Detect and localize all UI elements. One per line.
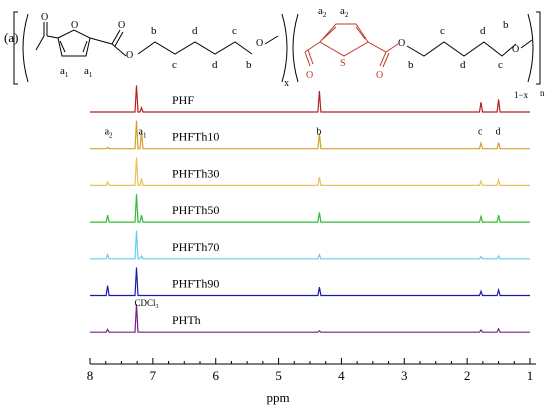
spectrum-phfth90: PHFTh90 — [90, 267, 530, 297]
ester-carbonyl-double — [111, 29, 121, 45]
chain-letters-right: b c d d c b — [408, 19, 509, 71]
furan-ring-o: O — [71, 20, 78, 31]
svg-text:c: c — [440, 25, 445, 37]
ether-o-left-bond — [264, 35, 279, 45]
x-axis-label: ppm — [266, 390, 289, 405]
spectrum-phfth70: PHFTh70 — [90, 230, 530, 260]
series-label: PHFTh70 — [172, 240, 219, 254]
thiophene-unit — [292, 13, 399, 83]
furan-carbonyl-bond — [35, 35, 45, 51]
spectrum-line — [90, 157, 530, 186]
series-label: PHFTh50 — [172, 203, 219, 217]
spectrum-line — [90, 85, 530, 113]
ether-o-right: O — [512, 44, 519, 55]
peak-label: a1 — [139, 127, 147, 140]
x-tick-label: 4 — [338, 368, 345, 383]
peak-label: a2 — [105, 127, 113, 140]
right-paren-furan — [281, 13, 288, 83]
spectrum-line — [90, 267, 530, 297]
x-tick-label: 3 — [401, 368, 408, 383]
subscript-1-minus-x: 1−x — [514, 90, 529, 100]
furan-ring — [57, 29, 91, 57]
ester-o-right: O — [398, 38, 405, 49]
chain-letters-left: b c d d c b — [151, 25, 252, 71]
spectrum-phth: PHTh — [90, 304, 530, 333]
chemical-structure: (a) O O a1 a1 O O b — [4, 5, 545, 100]
ester-bond — [89, 37, 113, 45]
hexyl-chain-left — [137, 41, 253, 55]
series-label: PHFTh30 — [172, 166, 219, 180]
svg-text:d: d — [192, 25, 198, 37]
ester-o-bond — [111, 43, 127, 57]
spectrum-line — [90, 230, 530, 260]
thio-carbonyl-o-left: O — [306, 70, 313, 81]
furan-ring-double-1 — [59, 40, 66, 53]
svg-text:d: d — [212, 59, 218, 71]
furan-ring-double-2 — [82, 40, 88, 53]
x-axis: 8 7 6 5 4 3 2 1 — [87, 358, 536, 383]
subscript-x: x — [284, 78, 289, 89]
right-paren-thiophene — [527, 13, 534, 83]
nmr-spectra-plot: PHF PHFTh10 a2 a1 b c d PHFTh30 PHFTh50 PHFTh70 PH… — [90, 85, 530, 333]
svg-text:c: c — [232, 25, 237, 37]
x-tick-label: 1 — [527, 368, 534, 383]
left-square-bracket — [13, 11, 18, 85]
svg-text:c: c — [172, 59, 177, 71]
x-tick-label: 5 — [275, 368, 282, 383]
svg-text:b: b — [246, 59, 252, 71]
series-label: PHF — [172, 93, 194, 107]
panel-label: (a) — [4, 30, 18, 45]
x-tick-label: 7 — [150, 368, 157, 383]
ester-carbonyl-double-2 — [114, 31, 124, 47]
series-label: PHTh — [172, 313, 201, 327]
series-label: PHFTh10 — [172, 130, 219, 144]
spectrum-phf: PHF — [90, 85, 530, 113]
ether-o-left: O — [256, 38, 263, 49]
peak-label: c — [478, 127, 483, 138]
spectrum-phfth10: PHFTh10 a2 a1 b c d — [90, 120, 530, 150]
svg-text:b: b — [503, 19, 509, 31]
svg-text:b: b — [408, 59, 414, 71]
subscript-n: n — [540, 88, 545, 98]
x-tick-label: 8 — [87, 368, 94, 383]
right-square-bracket — [536, 11, 541, 85]
series-label: PHFTh90 — [172, 277, 219, 291]
thio-carbonyl-o-right: O — [376, 70, 383, 81]
label-a1-left: a1 — [60, 65, 69, 79]
ester-carbonyl-o: O — [118, 20, 125, 31]
svg-text:c: c — [498, 59, 503, 71]
svg-text:d: d — [480, 25, 486, 37]
spectrum-phfth30: PHFTh30 — [90, 157, 530, 186]
furan-link-left — [46, 35, 59, 39]
thio-s-atom: S — [340, 58, 346, 69]
peak-label: d — [496, 127, 501, 138]
spectrum-line — [90, 304, 530, 333]
spectrum-line — [90, 194, 530, 223]
spectrum-line — [90, 120, 530, 150]
label-a1-right: a1 — [84, 65, 93, 79]
ester-single-o: O — [126, 50, 133, 61]
svg-text:d: d — [460, 59, 466, 71]
spectrum-phfth50: PHFTh50 — [90, 194, 530, 223]
svg-text:b: b — [151, 25, 157, 37]
hexyl-chain-right — [406, 41, 517, 57]
label-a2-left: a2 — [318, 5, 327, 19]
left-paren-furan — [22, 13, 29, 83]
x-tick-label: 6 — [212, 368, 219, 383]
furan-carbonyl-o: O — [41, 12, 48, 23]
solvent-label: CDCl3 — [135, 298, 159, 310]
x-tick-label: 2 — [464, 368, 471, 383]
ether-o-right-bond — [520, 39, 533, 49]
peak-label: b — [316, 127, 321, 138]
label-a2-right: a2 — [340, 5, 349, 19]
left-paren-thiophene — [292, 13, 299, 83]
